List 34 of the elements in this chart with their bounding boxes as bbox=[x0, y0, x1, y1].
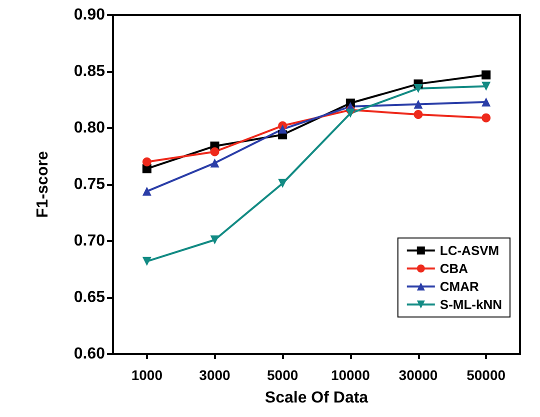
point bbox=[482, 82, 491, 91]
point bbox=[142, 186, 152, 196]
point bbox=[142, 256, 152, 266]
point bbox=[482, 113, 491, 122]
legend-label: CMAR bbox=[440, 279, 480, 294]
x-tick-label: 3000 bbox=[199, 367, 231, 383]
point bbox=[278, 124, 288, 134]
point bbox=[210, 235, 220, 244]
legend-label: CBA bbox=[440, 261, 469, 276]
x-tick-label: 1000 bbox=[131, 367, 163, 383]
point bbox=[210, 147, 220, 156]
point bbox=[482, 98, 491, 107]
x-axis-title: Scale Of Data bbox=[264, 390, 368, 406]
y-tick-label: 0.60 bbox=[74, 346, 106, 362]
y-tick-label: 0.75 bbox=[74, 176, 106, 193]
x-tick-label: 30000 bbox=[398, 367, 438, 383]
x-tick-label: 50000 bbox=[466, 367, 506, 383]
legend-label: S-ML-kNN bbox=[440, 297, 502, 312]
x-tick-label: 10000 bbox=[330, 367, 370, 383]
point bbox=[346, 108, 355, 118]
point bbox=[414, 84, 423, 93]
x-tick-label: 5000 bbox=[267, 367, 298, 383]
legend-label: LC-ASVM bbox=[440, 243, 500, 258]
y-tick-label: 0.85 bbox=[74, 63, 106, 80]
y-tick-label: 0.70 bbox=[74, 232, 106, 250]
y-tick-label: 0.65 bbox=[74, 289, 106, 306]
y-axis-title: F1-score bbox=[34, 151, 52, 218]
point bbox=[414, 110, 423, 119]
point bbox=[210, 158, 220, 168]
y-tick-label: 0.90 bbox=[74, 6, 106, 24]
point bbox=[414, 100, 423, 109]
point bbox=[482, 70, 491, 80]
point bbox=[142, 157, 152, 166]
y-tick-label: 0.80 bbox=[74, 120, 106, 136]
